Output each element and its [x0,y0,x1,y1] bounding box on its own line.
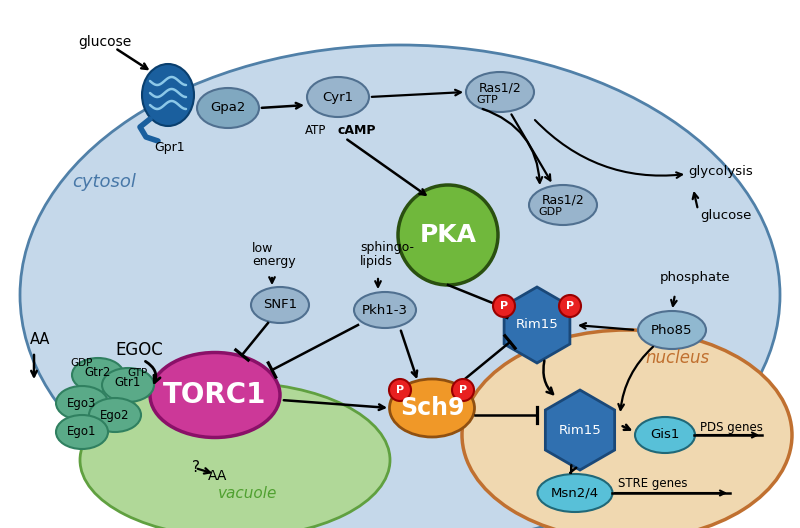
Text: Ras1/2: Ras1/2 [542,193,584,206]
Text: Rim15: Rim15 [516,318,558,332]
Ellipse shape [529,185,597,225]
Text: ATP: ATP [305,124,326,137]
Text: EGOC: EGOC [115,341,162,359]
Polygon shape [546,390,614,470]
Ellipse shape [56,415,108,449]
Text: PKA: PKA [419,223,477,247]
Text: lipids: lipids [360,256,393,269]
Text: vacuole: vacuole [218,486,278,502]
Ellipse shape [462,330,792,528]
Text: energy: energy [252,256,296,269]
Text: GTP: GTP [476,95,498,105]
Ellipse shape [538,474,613,512]
Text: STRE genes: STRE genes [618,477,687,491]
Text: Cyr1: Cyr1 [322,90,354,103]
Ellipse shape [102,368,154,402]
Text: GTP: GTP [128,368,148,378]
Text: Gis1: Gis1 [650,429,680,441]
Text: P: P [566,301,574,311]
Text: PDS genes: PDS genes [700,420,763,433]
Circle shape [389,379,411,401]
Text: AA: AA [208,469,227,483]
Ellipse shape [635,417,695,453]
Ellipse shape [197,88,259,128]
Ellipse shape [390,379,474,437]
Text: cytosol: cytosol [72,173,136,191]
Text: glucose: glucose [700,209,751,222]
Circle shape [398,185,498,285]
Circle shape [493,295,515,317]
Text: Ego1: Ego1 [67,426,97,438]
Text: glycolysis: glycolysis [688,165,753,178]
Ellipse shape [80,382,390,528]
Text: nucleus: nucleus [645,349,709,367]
Text: TORC1: TORC1 [163,381,266,409]
Text: P: P [396,385,404,395]
Text: Msn2/4: Msn2/4 [551,486,599,499]
Ellipse shape [251,287,309,323]
Circle shape [559,295,581,317]
Ellipse shape [89,398,141,432]
Ellipse shape [20,45,780,528]
Circle shape [452,379,474,401]
Text: AA: AA [30,333,50,347]
Text: Gpa2: Gpa2 [210,101,246,115]
Text: phosphate: phosphate [660,271,730,285]
Text: ?: ? [192,459,200,475]
Ellipse shape [72,358,124,392]
Ellipse shape [307,77,369,117]
Ellipse shape [56,386,108,420]
Text: cAMP: cAMP [338,124,377,137]
Text: Sch9: Sch9 [400,396,464,420]
Ellipse shape [354,292,416,328]
Text: P: P [459,385,467,395]
Text: Gtr1: Gtr1 [115,376,141,390]
Text: Ego2: Ego2 [100,409,130,421]
Text: Pho85: Pho85 [651,324,693,336]
Text: Ego3: Ego3 [67,397,97,410]
Ellipse shape [142,64,194,126]
Ellipse shape [150,353,280,438]
Polygon shape [504,287,570,363]
Text: sphingo-: sphingo- [360,241,414,254]
Text: GDP: GDP [71,358,93,368]
Text: Gpr1: Gpr1 [154,140,186,154]
Text: GDP: GDP [538,207,562,217]
Ellipse shape [638,311,706,349]
Text: low: low [252,241,274,254]
Text: Pkh1-3: Pkh1-3 [362,304,408,316]
Text: Gtr2: Gtr2 [85,366,111,380]
Text: Rim15: Rim15 [558,423,602,437]
Text: Ras1/2: Ras1/2 [478,81,522,95]
Text: SNF1: SNF1 [263,298,297,312]
Text: glucose: glucose [78,35,131,49]
Ellipse shape [466,72,534,112]
Text: P: P [500,301,508,311]
